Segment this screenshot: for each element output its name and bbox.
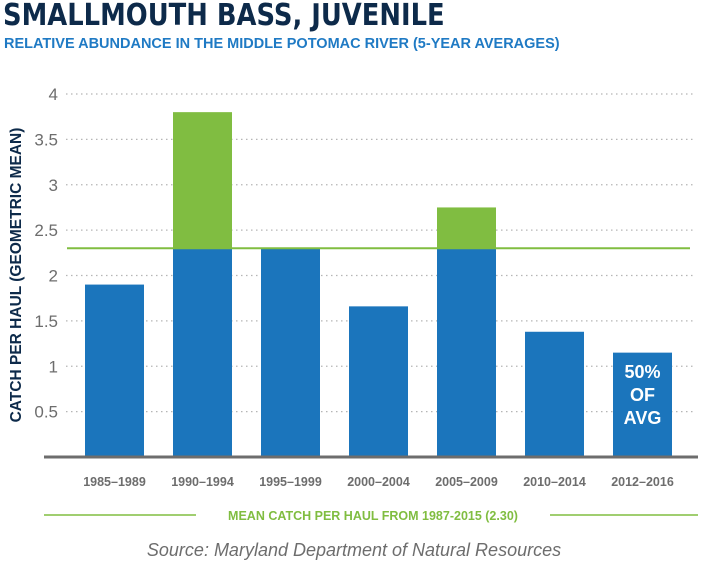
source-note: Source: Maryland Department of Natural R… [146,540,562,560]
y-tick-label: 2 [49,267,58,286]
y-tick-label: 1 [49,357,58,376]
y-tick-label: 3.5 [34,130,58,149]
x-tick-label: 1985–1989 [83,475,146,489]
bar-above-mean-2005–2009 [437,207,496,249]
y-tick-label: 1.5 [34,312,58,331]
x-tick-label: 2010–2014 [523,475,586,489]
mean-legend-label: MEAN CATCH PER HAUL FROM 1987-2015 (2.30… [228,509,518,523]
y-tick-label: 0.5 [34,403,58,422]
y-tick-label: 4 [49,85,58,104]
bar-annotation: AVG [624,408,662,428]
bar-1995–1999 [261,248,320,457]
bar-2012–2016 [613,352,672,457]
bar-annotation: 50% [624,362,660,382]
x-tick-label: 2005–2009 [435,475,498,489]
bar-1985–1989 [85,284,144,457]
bar-above-mean-1990–1994 [173,112,232,249]
chart-title: SMALLMOUTH BASS, JUVENILE [3,0,445,33]
bar-2000–2004 [349,306,408,457]
x-tick-label: 1990–1994 [171,475,234,489]
bar-1990–1994 [173,248,232,457]
y-axis-label: CATCH PER HAUL (GEOMETRIC MEAN) [8,128,25,423]
chart-subtitle: RELATIVE ABUNDANCE IN THE MIDDLE POTOMAC… [4,36,560,52]
y-tick-label: 3 [49,176,58,195]
x-tick-label: 2012–2016 [611,475,674,489]
x-tick-label: 1995–1999 [259,475,322,489]
y-tick-label: 2.5 [34,221,58,240]
bar-annotation: OF [630,385,655,405]
bar-2005–2009 [437,248,496,457]
x-tick-label: 2000–2004 [347,475,410,489]
bar-2010–2014 [525,331,584,457]
